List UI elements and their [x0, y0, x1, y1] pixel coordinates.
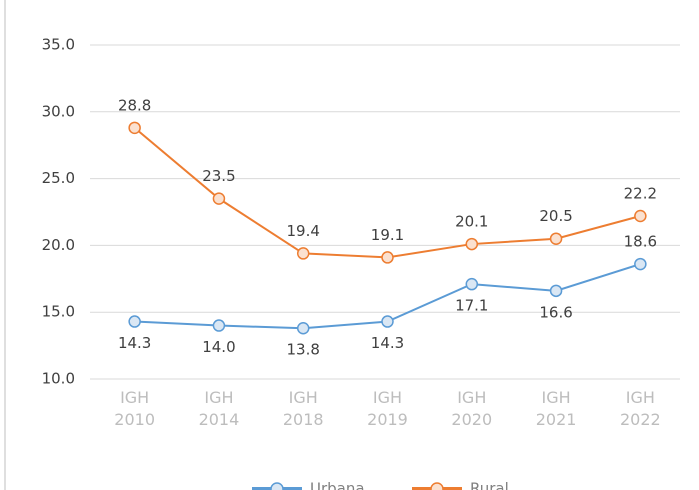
data-label: 14.3	[371, 334, 404, 352]
x-tick-label: IGH 2014	[198, 388, 240, 429]
point	[296, 247, 310, 260]
x-tick-label: IGH 2010	[114, 388, 155, 429]
y-tick-label: 20.0	[42, 236, 75, 254]
point	[296, 321, 310, 335]
point	[549, 284, 563, 298]
legend-label: Rural	[470, 480, 509, 490]
data-label: 14.0	[202, 338, 235, 356]
data-label: 14.3	[118, 334, 151, 352]
legend-label: Urbana	[310, 480, 365, 490]
data-label: 23.5	[202, 167, 235, 185]
data-label: 13.8	[287, 341, 320, 359]
point	[634, 209, 647, 223]
data-label: 18.6	[624, 233, 657, 251]
point	[465, 237, 479, 251]
data-label: 20.1	[455, 213, 488, 231]
data-label: 17.1	[455, 297, 488, 315]
x-tick-label: IGH 2021	[535, 388, 577, 429]
y-tick-label: 30.0	[42, 102, 75, 120]
data-label: 19.4	[287, 222, 320, 240]
point	[212, 192, 226, 205]
data-label: 19.1	[371, 226, 404, 244]
point	[381, 251, 394, 264]
point	[465, 277, 479, 291]
y-tick-label: 35.0	[42, 36, 75, 54]
y-tick-label: 15.0	[42, 303, 75, 321]
point	[381, 315, 394, 328]
point	[128, 315, 141, 328]
data-label: 20.5	[539, 207, 572, 225]
legend-marker	[430, 482, 444, 490]
data-label: 16.6	[539, 303, 572, 321]
point	[212, 319, 226, 332]
y-tick-label: 25.0	[42, 169, 75, 187]
y-tick-label: 10.0	[42, 370, 75, 388]
point	[128, 121, 141, 135]
x-tick-label: IGH 2019	[367, 388, 408, 429]
x-tick-label: IGH 2022	[619, 388, 661, 429]
data-label: 28.8	[118, 96, 151, 114]
x-tick-label: IGH 2018	[282, 388, 324, 429]
point	[634, 257, 647, 271]
x-tick-label: IGH 2020	[451, 388, 493, 429]
legend-marker	[270, 482, 284, 490]
data-label: 22.2	[624, 185, 657, 203]
point	[549, 232, 563, 245]
